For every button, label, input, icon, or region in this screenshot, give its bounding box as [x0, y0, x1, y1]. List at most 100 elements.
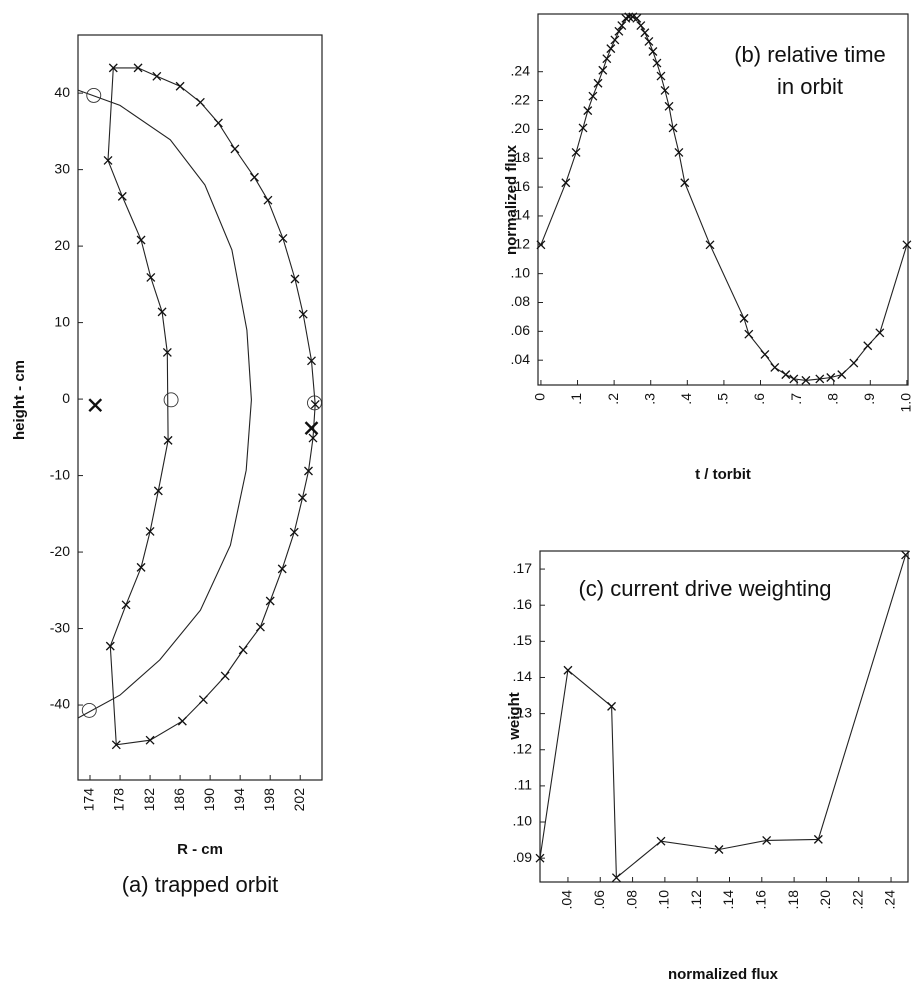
x-marker — [863, 341, 873, 351]
circle-marker — [81, 702, 97, 718]
y-tick-label: .12 — [513, 740, 533, 756]
x-marker — [680, 178, 690, 188]
x-marker — [815, 374, 825, 384]
x-marker — [177, 716, 187, 726]
x-marker — [278, 234, 288, 243]
x-tick-label: .16 — [753, 890, 769, 910]
x-marker — [249, 172, 259, 182]
y-tick-label: .11 — [514, 777, 533, 793]
x-marker — [308, 433, 318, 443]
data-line — [540, 16, 908, 381]
y-tick-label: -40 — [50, 696, 70, 712]
x-marker — [744, 329, 754, 339]
x-tick-label: .24 — [882, 890, 898, 910]
caption: (a) trapped orbit — [122, 872, 279, 897]
x-axis-label: normalized flux — [668, 966, 779, 983]
data-line — [77, 89, 252, 719]
x-marker — [588, 91, 598, 101]
y-tick-label: .17 — [513, 560, 533, 576]
x-marker — [105, 641, 115, 651]
x-marker — [614, 26, 624, 36]
y-tick-label: 30 — [54, 160, 70, 176]
x-marker — [103, 155, 113, 165]
x-marker — [901, 550, 911, 560]
x-marker — [563, 665, 573, 675]
x-marker — [133, 63, 143, 73]
circle-marker — [86, 87, 102, 103]
x-tick-label: .1 — [568, 393, 584, 405]
x-marker — [636, 21, 646, 30]
annotation: in orbit — [777, 74, 843, 99]
y-tick-label: .14 — [511, 207, 531, 223]
x-marker — [762, 835, 772, 845]
x-marker — [136, 235, 146, 245]
plot-frame — [539, 550, 909, 883]
x-tick-label: 194 — [231, 788, 247, 812]
data-line — [539, 554, 907, 879]
y-axis-label: weight — [506, 692, 523, 741]
x-marker — [849, 358, 859, 368]
y-tick-label: .06 — [511, 322, 531, 338]
x-tick-label: 174 — [81, 788, 97, 812]
x-marker — [136, 562, 146, 572]
x-tick-label: 1.0 — [898, 393, 913, 413]
y-tick-label: 40 — [54, 84, 70, 100]
y-tick-label: .18 — [511, 149, 531, 165]
y-tick-label: .10 — [511, 264, 531, 280]
x-marker — [121, 600, 131, 610]
x-tick-label: 198 — [261, 788, 277, 812]
x-axis-label: R - cm — [177, 841, 223, 858]
x-tick-label: 202 — [291, 788, 307, 812]
plot-frame — [537, 13, 909, 386]
y-tick-label: .09 — [513, 849, 533, 865]
x-marker — [265, 596, 275, 606]
x-marker — [602, 54, 612, 64]
x-marker — [117, 191, 127, 201]
x-marker — [145, 735, 155, 745]
x-marker — [238, 645, 248, 655]
x-marker — [606, 44, 616, 54]
x-tick-label: .7 — [788, 393, 804, 405]
x-marker — [648, 47, 658, 56]
x-marker — [632, 13, 642, 23]
x-marker — [163, 435, 173, 445]
x-tick-label: .9 — [861, 393, 877, 405]
x-marker — [175, 81, 185, 91]
x-marker — [902, 240, 912, 250]
x-marker — [152, 71, 162, 81]
x-marker — [607, 701, 617, 711]
x-marker — [875, 328, 885, 338]
y-tick-label: .16 — [511, 178, 531, 194]
x-marker — [195, 97, 205, 107]
x-marker — [739, 313, 749, 323]
x-marker — [760, 349, 770, 359]
annotation: (b) relative time — [734, 42, 886, 67]
x-marker — [108, 63, 118, 73]
x-tick-label: .2 — [605, 393, 621, 405]
y-tick-label: -30 — [50, 619, 70, 635]
y-tick-label: .24 — [511, 62, 531, 78]
x-marker — [624, 12, 634, 22]
x-marker — [578, 123, 588, 133]
x-marker — [255, 622, 265, 632]
x-marker — [813, 834, 823, 844]
x-tick-label: .06 — [591, 890, 607, 910]
y-tick-label: .08 — [511, 293, 531, 309]
x-marker — [610, 35, 620, 45]
x-tick-label: .12 — [688, 890, 704, 910]
x-tick-label: .10 — [656, 890, 672, 910]
x-tick-label: .8 — [824, 393, 840, 405]
y-axis-label: normalized flux — [503, 144, 520, 255]
x-marker — [664, 101, 674, 111]
x-marker — [290, 274, 300, 284]
x-marker — [198, 695, 208, 705]
x-marker — [826, 373, 836, 382]
x-marker — [621, 13, 631, 23]
y-tick-label: .10 — [513, 813, 533, 829]
data-line — [107, 67, 316, 746]
x-tick-label: .20 — [817, 890, 833, 910]
x-marker — [770, 362, 780, 372]
x-marker — [598, 65, 608, 75]
x-marker — [656, 71, 666, 81]
